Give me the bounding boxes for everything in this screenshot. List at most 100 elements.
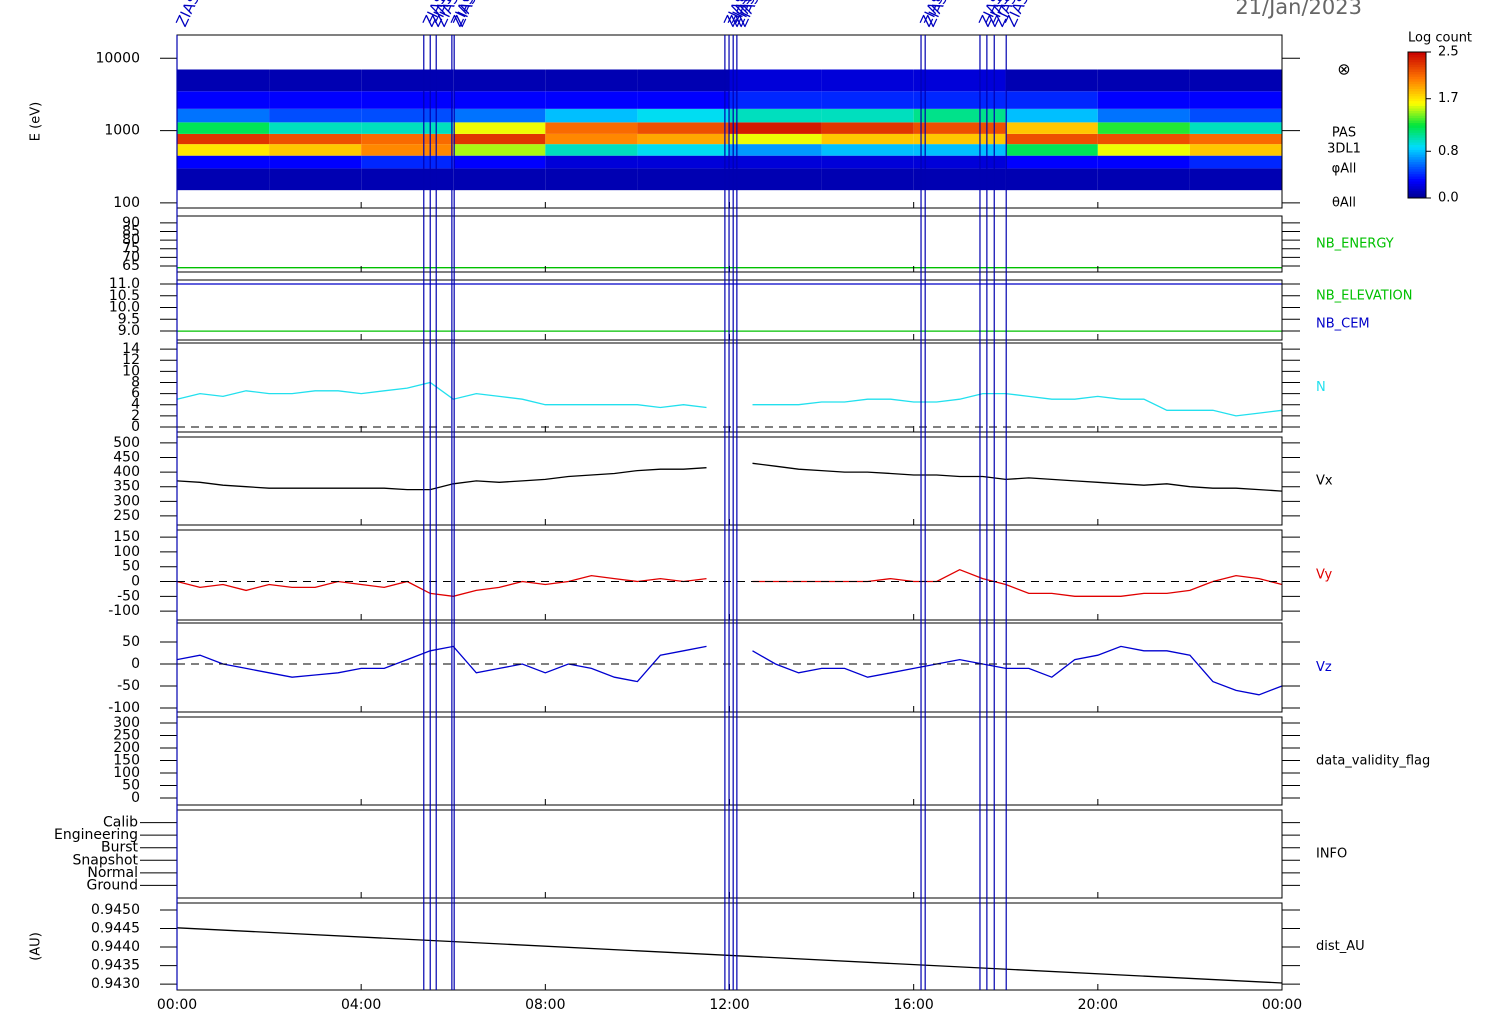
side-label: θAll (1332, 196, 1356, 211)
y-axis-label: (AU) (29, 932, 44, 961)
heatmap-cell (1189, 168, 1282, 191)
colorbar-band (1408, 159, 1426, 162)
legend-label: N (1316, 380, 1326, 395)
heatmap-cell (545, 108, 638, 123)
heatmap-cell (1097, 69, 1190, 92)
x-tick-label: 00:00 (1262, 997, 1302, 1013)
heatmap-cell (637, 133, 730, 145)
y-tick-label: 200 (113, 740, 140, 756)
series-line (176, 645, 707, 683)
colorbar-band (1408, 190, 1426, 194)
heatmap-cell (1189, 144, 1282, 156)
colorbar-title: Log count (1408, 31, 1472, 46)
heatmap-cell (729, 122, 822, 134)
y-category-label: Calib (103, 815, 138, 831)
colorbar-band (1408, 176, 1426, 180)
legend-label: Vz (1316, 660, 1332, 675)
side-label: φAll (1332, 162, 1357, 177)
legend-label: Vx (1316, 474, 1333, 489)
y-tick-label: 2 (131, 408, 140, 424)
heatmap-cell (269, 144, 362, 156)
heatmap-cell (177, 108, 270, 123)
colorbar-band (1408, 125, 1426, 128)
y-tick-label: 100 (113, 544, 140, 560)
legend-label: NB_ENERGY (1316, 237, 1394, 252)
colorbar-band (1408, 144, 1426, 148)
heatmap-cell (913, 122, 1006, 134)
heatmap-cell (545, 69, 638, 92)
y-tick-label: 10.0 (109, 300, 140, 316)
heatmap-cell (637, 91, 730, 109)
colorbar-band (1408, 180, 1426, 184)
y-category-label: Ground (87, 877, 139, 893)
heatmap-cell (1005, 122, 1098, 134)
y-tick-label: 70 (122, 249, 140, 265)
heatmap-cell (913, 108, 1006, 123)
heatmap-cell (361, 168, 454, 191)
y-category-label: Burst (101, 840, 139, 856)
heatmap-cell (821, 108, 914, 123)
colorbar-band (1408, 90, 1426, 94)
heatmap-cell (1005, 91, 1098, 109)
y-tick-label: 90 (122, 215, 140, 231)
heatmap-cell (269, 122, 362, 134)
y-tick-label: 50 (122, 634, 140, 650)
y-tick-label: 250 (113, 728, 140, 744)
heatmap-cell (361, 122, 454, 134)
colorbar-band (1408, 52, 1426, 55)
y-tick-label: 50 (122, 559, 140, 575)
heatmap-cell (1097, 108, 1190, 123)
series-line (752, 568, 1283, 597)
y-tick-label: 0 (131, 574, 140, 590)
colorbar-band (1408, 86, 1426, 89)
y-category-label: Normal (87, 865, 138, 881)
heatmap-cell (545, 168, 638, 191)
symbol: ⊗ (1337, 60, 1350, 79)
heatmap-cell (729, 69, 822, 92)
x-tick-label: 08:00 (525, 997, 565, 1013)
colorbar-band (1408, 95, 1426, 99)
y-tick-label: 11.0 (109, 276, 140, 292)
x-tick-label: 20:00 (1078, 997, 1118, 1013)
heatmap-cell (637, 144, 730, 156)
colorbar-band (1408, 107, 1426, 111)
heatmap-cell (177, 144, 270, 156)
series-line (752, 462, 1283, 492)
heatmap-cell (1097, 133, 1190, 145)
side-label: 3DL1 (1327, 142, 1361, 157)
event-label: ZIAS (172, 0, 203, 30)
x-tick-label: 00:00 (157, 997, 197, 1013)
colorbar-band (1408, 163, 1426, 167)
heatmap-cell (177, 122, 270, 134)
colorbar-band (1408, 66, 1426, 70)
heatmap-cell (821, 133, 914, 145)
y-tick-label: 150 (113, 753, 140, 769)
side-label: PAS (1332, 126, 1356, 141)
colorbar-band (1408, 173, 1426, 177)
y-tick-label: 100 (113, 195, 140, 211)
colorbar-tick-label: 2.5 (1438, 45, 1459, 60)
heatmap-cell (913, 133, 1006, 145)
y-tick-label: 10000 (95, 50, 140, 66)
heatmap-cell (453, 122, 546, 134)
heatmap-cell (269, 133, 362, 145)
heatmap-cell (729, 155, 822, 169)
heatmap-cell (177, 91, 270, 109)
heatmap-cell (1005, 155, 1098, 169)
colorbar-band (1408, 69, 1426, 72)
colorbar-band (1408, 129, 1426, 133)
heatmap-cell (1005, 108, 1098, 123)
colorbar-band (1408, 149, 1426, 153)
y-category-label: Engineering (54, 827, 138, 843)
colorbar-band (1408, 73, 1426, 77)
colorbar-band (1408, 178, 1426, 182)
colorbar-band (1408, 59, 1426, 63)
y-tick-label: 14 (122, 341, 140, 357)
y-tick-label: 0.9440 (91, 939, 140, 955)
heatmap-cell (361, 144, 454, 156)
heatmap-cell (1189, 69, 1282, 92)
y-tick-label: 250 (113, 508, 140, 524)
heatmap-cell (1189, 133, 1282, 145)
heatmap-cell (1097, 91, 1190, 109)
